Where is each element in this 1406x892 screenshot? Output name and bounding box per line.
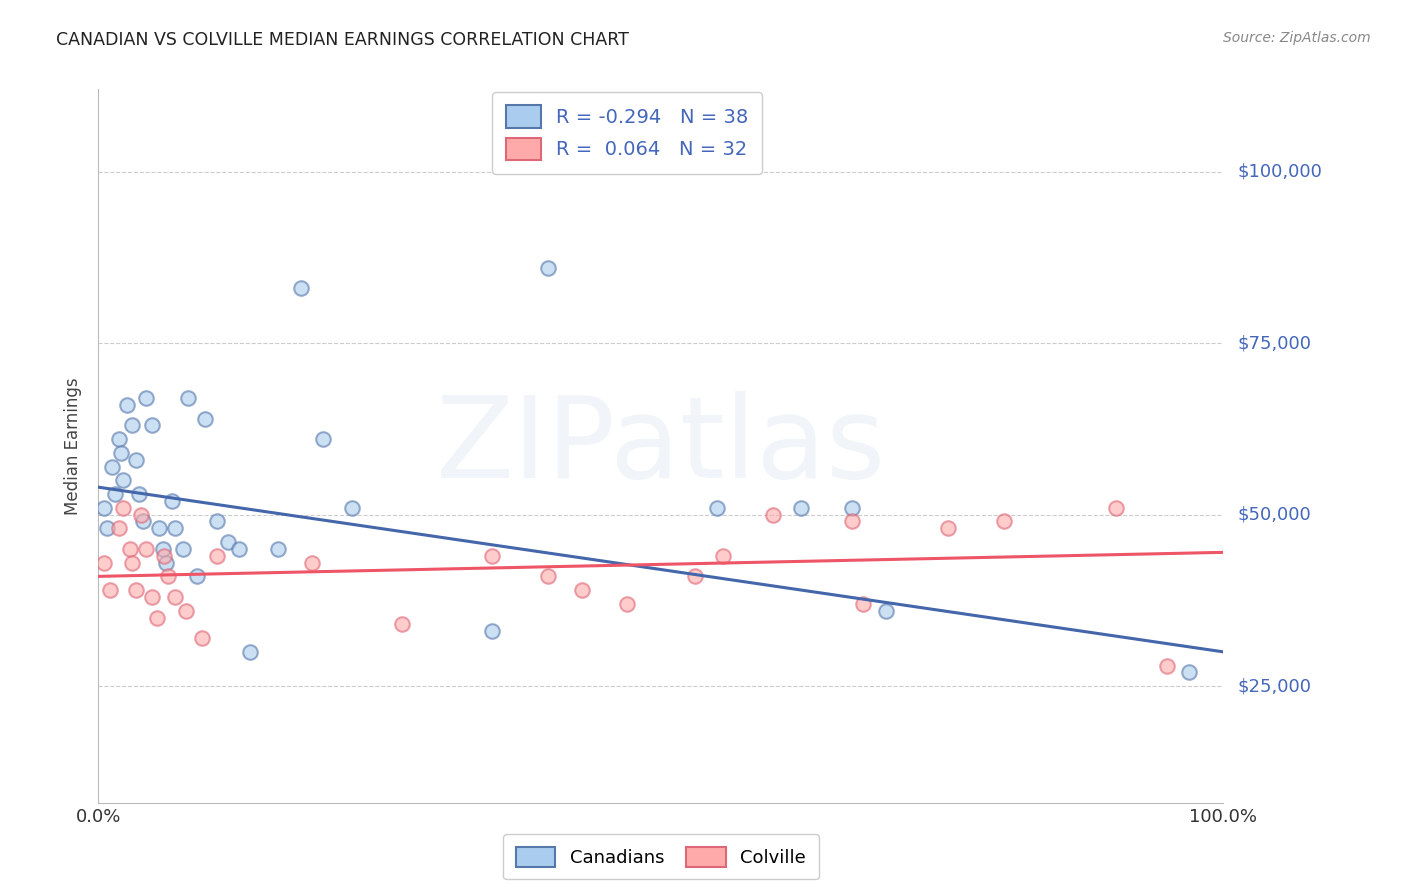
Point: [205, 515, 228, 529]
Point: [205, 549, 228, 563]
Point: [146, 610, 169, 624]
Point: [141, 590, 163, 604]
Point: [290, 281, 312, 295]
Point: [706, 500, 728, 515]
Point: [160, 494, 183, 508]
Point: [186, 569, 208, 583]
Point: [152, 541, 174, 556]
Point: [118, 541, 141, 556]
Point: [301, 556, 323, 570]
Point: [239, 645, 262, 659]
Point: [1178, 665, 1201, 680]
Point: [104, 487, 127, 501]
Point: [683, 569, 706, 583]
Point: [132, 515, 155, 529]
Point: [135, 541, 157, 556]
Point: [98, 583, 121, 598]
Y-axis label: Median Earnings: Median Earnings: [65, 377, 83, 515]
Point: [762, 508, 785, 522]
Point: [172, 541, 194, 556]
Point: [340, 500, 363, 515]
Point: [1105, 500, 1128, 515]
Point: [1156, 658, 1178, 673]
Point: [96, 521, 118, 535]
Point: [841, 500, 863, 515]
Point: [711, 549, 734, 563]
Point: [110, 446, 132, 460]
Text: $75,000: $75,000: [1237, 334, 1312, 352]
Point: [616, 597, 638, 611]
Point: [228, 541, 250, 556]
Point: [152, 549, 174, 563]
Text: ZIPatlas: ZIPatlas: [436, 391, 886, 501]
Point: [124, 583, 146, 598]
Point: [121, 556, 143, 570]
Point: [93, 500, 115, 515]
Point: [157, 569, 180, 583]
Point: [936, 521, 959, 535]
Point: [790, 500, 813, 515]
Text: $50,000: $50,000: [1237, 506, 1310, 524]
Point: [141, 418, 163, 433]
Point: [852, 597, 875, 611]
Point: [163, 521, 186, 535]
Point: [537, 569, 560, 583]
Point: [571, 583, 593, 598]
Text: $100,000: $100,000: [1237, 162, 1322, 180]
Point: [135, 391, 157, 405]
Point: [148, 521, 170, 535]
Point: [112, 500, 135, 515]
Point: [112, 473, 135, 487]
Point: [93, 556, 115, 570]
Point: [191, 631, 214, 645]
Legend: Canadians, Colville: Canadians, Colville: [503, 834, 818, 880]
Point: [481, 549, 503, 563]
Point: [177, 391, 200, 405]
Point: [267, 541, 290, 556]
Point: [107, 521, 129, 535]
Point: [155, 556, 177, 570]
Point: [312, 432, 335, 446]
Point: [481, 624, 503, 639]
Point: [107, 432, 129, 446]
Point: [993, 515, 1015, 529]
Point: [128, 487, 150, 501]
Point: [124, 452, 146, 467]
Point: [537, 260, 560, 275]
Point: [217, 535, 239, 549]
Point: [163, 590, 186, 604]
Point: [841, 515, 863, 529]
Text: CANADIAN VS COLVILLE MEDIAN EARNINGS CORRELATION CHART: CANADIAN VS COLVILLE MEDIAN EARNINGS COR…: [56, 31, 628, 49]
Point: [101, 459, 124, 474]
Point: [194, 411, 217, 425]
Point: [391, 617, 413, 632]
Point: [174, 604, 197, 618]
Point: [115, 398, 138, 412]
Text: Source: ZipAtlas.com: Source: ZipAtlas.com: [1223, 31, 1371, 45]
Point: [129, 508, 152, 522]
Point: [875, 604, 897, 618]
Text: $25,000: $25,000: [1237, 677, 1312, 695]
Point: [121, 418, 143, 433]
